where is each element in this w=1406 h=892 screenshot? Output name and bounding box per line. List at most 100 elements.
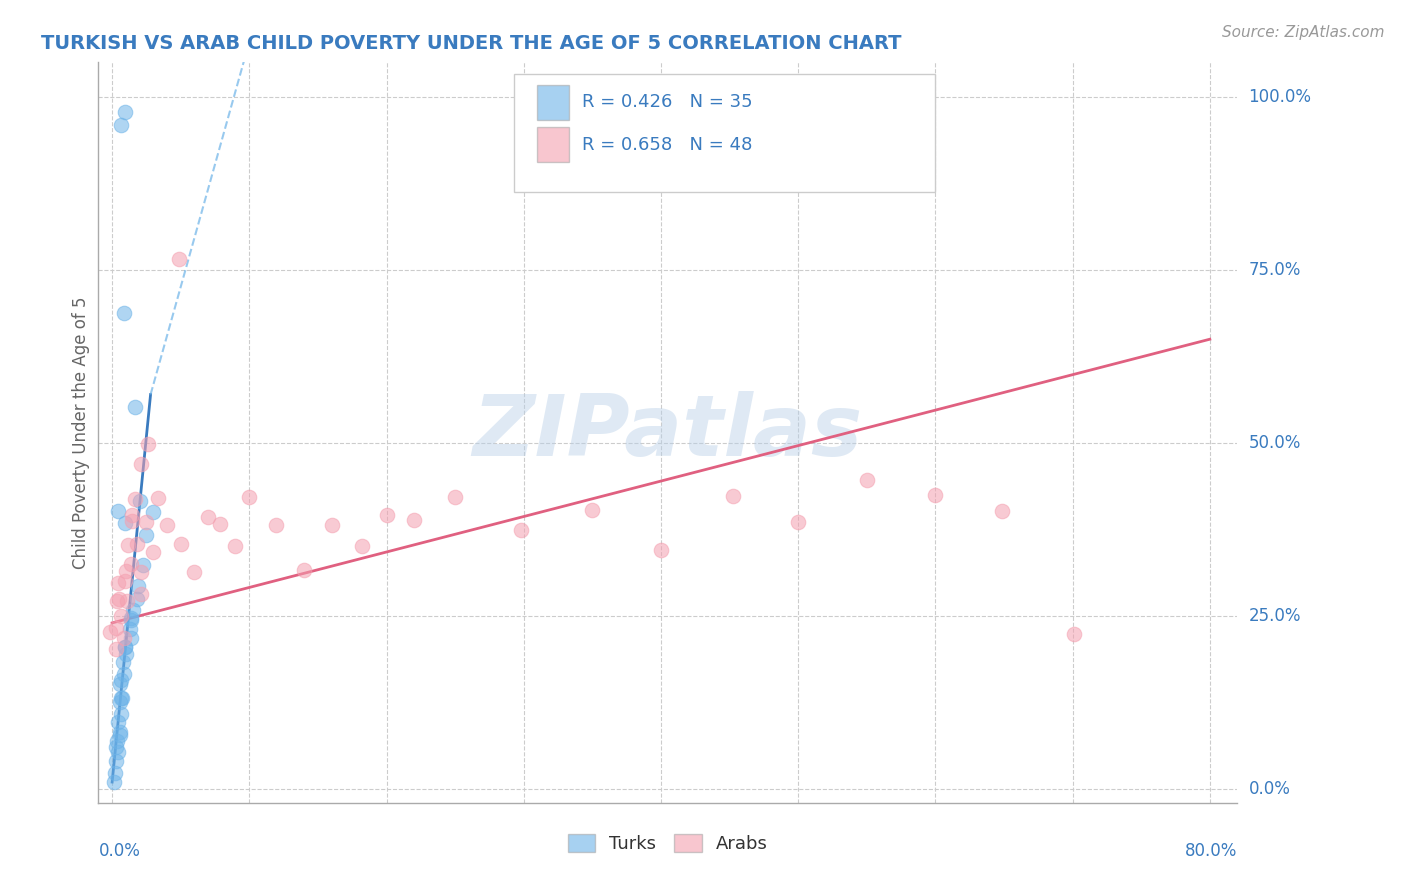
Point xyxy=(114,574,136,589)
FancyBboxPatch shape xyxy=(537,85,569,120)
Text: Source: ZipAtlas.com: Source: ZipAtlas.com xyxy=(1222,25,1385,40)
Point xyxy=(110,707,132,722)
Point xyxy=(105,641,128,656)
Point xyxy=(108,591,131,606)
Point xyxy=(112,306,135,320)
Text: 75.0%: 75.0% xyxy=(1249,261,1301,279)
Point xyxy=(124,492,146,507)
Point xyxy=(131,587,153,601)
Point xyxy=(105,734,128,748)
Point xyxy=(112,666,135,681)
Point xyxy=(264,517,287,532)
Point xyxy=(129,457,152,471)
Point xyxy=(136,437,159,451)
Point xyxy=(120,631,142,645)
Point xyxy=(115,564,138,578)
Point xyxy=(112,632,135,646)
Point xyxy=(991,504,1014,518)
Point xyxy=(1063,627,1085,641)
Point xyxy=(183,565,205,579)
Point xyxy=(114,105,136,120)
Point xyxy=(105,594,128,608)
Point xyxy=(224,539,246,553)
Point xyxy=(110,677,132,691)
Point xyxy=(156,518,179,533)
Point xyxy=(110,673,132,687)
Text: 50.0%: 50.0% xyxy=(1249,434,1301,452)
Point xyxy=(121,508,143,522)
Point xyxy=(238,491,260,505)
Point xyxy=(105,621,128,635)
Point xyxy=(142,505,165,519)
Legend: Turks, Arabs: Turks, Arabs xyxy=(561,827,775,861)
Point xyxy=(146,491,169,505)
Text: TURKISH VS ARAB CHILD POVERTY UNDER THE AGE OF 5 CORRELATION CHART: TURKISH VS ARAB CHILD POVERTY UNDER THE … xyxy=(42,34,903,53)
Point xyxy=(104,754,127,768)
Point xyxy=(125,592,148,607)
Point xyxy=(135,528,157,542)
Point xyxy=(208,517,231,532)
Point xyxy=(114,640,136,655)
Text: 80.0%: 80.0% xyxy=(1185,842,1237,860)
Point xyxy=(107,715,129,730)
Point xyxy=(104,765,127,780)
Point xyxy=(650,543,672,558)
Point xyxy=(107,745,129,759)
FancyBboxPatch shape xyxy=(515,73,935,192)
Point xyxy=(114,516,136,530)
Point xyxy=(120,610,142,624)
Point xyxy=(444,490,467,504)
Point xyxy=(132,558,155,572)
Point xyxy=(581,503,603,517)
Point xyxy=(856,474,879,488)
Point xyxy=(110,118,132,132)
Point xyxy=(125,537,148,551)
Point xyxy=(321,518,343,533)
Point xyxy=(127,578,149,592)
Point xyxy=(128,493,150,508)
Point xyxy=(122,603,145,617)
Point xyxy=(110,608,132,623)
Point xyxy=(98,624,121,639)
Point xyxy=(142,545,165,559)
Text: 25.0%: 25.0% xyxy=(1249,607,1301,625)
Point xyxy=(112,655,135,669)
Point xyxy=(135,515,157,529)
Point xyxy=(108,695,131,709)
Point xyxy=(120,613,142,627)
Point xyxy=(108,728,131,742)
Point xyxy=(197,509,219,524)
Point xyxy=(404,512,426,526)
Point xyxy=(169,252,191,266)
Y-axis label: Child Poverty Under the Age of 5: Child Poverty Under the Age of 5 xyxy=(72,296,90,569)
Point xyxy=(721,489,744,503)
Point xyxy=(510,523,533,537)
Text: R = 0.426   N = 35: R = 0.426 N = 35 xyxy=(582,94,754,112)
Text: R = 0.658   N = 48: R = 0.658 N = 48 xyxy=(582,136,752,153)
Point xyxy=(114,640,136,654)
Point xyxy=(375,508,398,522)
Point xyxy=(103,775,125,789)
Point xyxy=(170,537,193,551)
Text: ZIPatlas: ZIPatlas xyxy=(472,391,863,475)
Point xyxy=(124,400,146,414)
Text: 0.0%: 0.0% xyxy=(98,842,141,860)
Point xyxy=(110,690,132,705)
FancyBboxPatch shape xyxy=(537,127,569,162)
Point xyxy=(107,576,129,591)
Point xyxy=(787,515,810,529)
Point xyxy=(117,538,139,552)
Point xyxy=(111,691,134,706)
Point xyxy=(129,565,152,579)
Point xyxy=(924,488,946,502)
Point xyxy=(107,504,129,518)
Point xyxy=(121,514,143,528)
Point xyxy=(118,622,141,636)
Text: 0.0%: 0.0% xyxy=(1249,780,1291,798)
Text: 100.0%: 100.0% xyxy=(1249,88,1312,106)
Point xyxy=(104,739,127,754)
Point xyxy=(115,593,138,607)
Point xyxy=(108,724,131,739)
Point xyxy=(115,647,138,661)
Point xyxy=(350,539,373,553)
